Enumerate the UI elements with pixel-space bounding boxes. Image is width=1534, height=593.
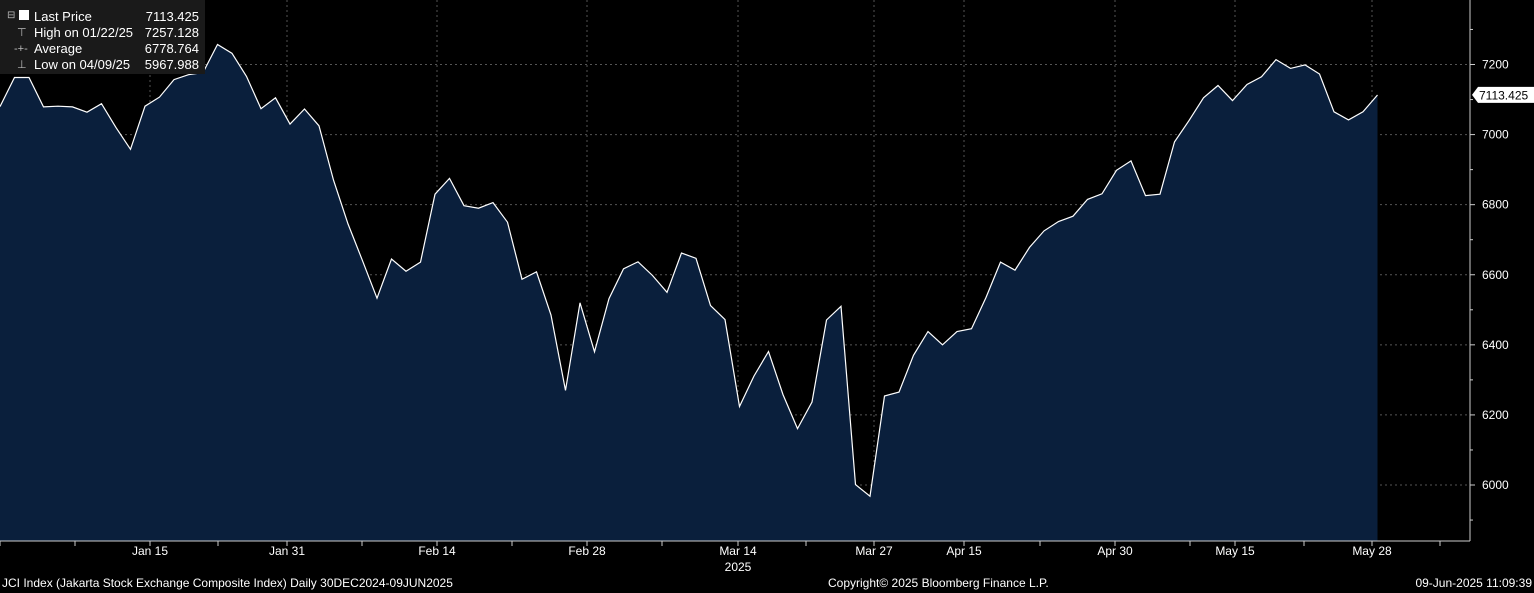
x-tick-label: Feb 14 <box>418 544 456 558</box>
last-price-tag <box>1472 86 1534 103</box>
x-tick-label: May 28 <box>1352 544 1392 558</box>
legend-row-high: High on 01/22/25 7257.128 <box>34 25 202 41</box>
footer-security-description: JCI Index (Jakarta Stock Exchange Compos… <box>2 576 453 590</box>
y-tick-label: 7000 <box>1482 128 1509 142</box>
average-marker-icon: -+- <box>14 43 28 55</box>
y-tick-label: 6600 <box>1482 268 1509 282</box>
high-marker-icon: ⊤ <box>17 27 27 39</box>
price-area <box>0 44 1378 541</box>
legend-last-price-label: Last Price <box>34 9 92 24</box>
axes <box>0 0 1471 542</box>
x-tick-label: Jan 31 <box>269 544 305 558</box>
x-tick-label: Mar 14 <box>719 544 757 558</box>
legend-average-label: Average <box>34 41 83 56</box>
legend-low-label: Low on 04/09/25 <box>34 57 131 72</box>
x-axis-ticks: Jan 15 Jan 31 Feb 14 Feb 28 Mar 14 Mar 27 Apr … <box>0 541 1441 574</box>
footer-copyright: Copyright© 2025 Bloomberg Finance L.P. <box>828 576 1049 590</box>
last-price-tag-group: 7113.425 <box>1472 86 1534 103</box>
legend-last-price-value: 7113.425 <box>145 9 199 24</box>
x-tick-label: Feb 28 <box>568 544 606 558</box>
legend-row-average: Average 6778.764 <box>34 41 202 57</box>
x-tick-label: Apr 15 <box>946 544 982 558</box>
legend-row-low: Low on 04/09/25 5967.988 <box>34 57 202 73</box>
legend-average-value: 6778.764 <box>144 41 199 56</box>
x-tick-label: Mar 27 <box>855 544 893 558</box>
low-marker-icon: ⊥ <box>17 59 27 71</box>
last-price-tag-label: 7113.425 <box>1479 88 1528 102</box>
y-tick-label: 6800 <box>1482 198 1509 212</box>
y-tick-label: 7200 <box>1482 58 1509 72</box>
footer-timestamp: 09-Jun-2025 11:09:39 <box>1415 576 1532 590</box>
x-year-label: 2025 <box>725 560 752 574</box>
x-tick-label: Jan 15 <box>132 544 168 558</box>
y-axis-ticks: 6000 6200 6400 6600 6800 7000 7200 <box>1470 28 1509 521</box>
legend-panel: ⊟ Last Price 7113.425 ⊤ High on 01/22/25… <box>0 0 205 74</box>
legend-high-value: 7257.128 <box>144 25 199 40</box>
collapse-icon[interactable]: ⊟ <box>7 10 16 21</box>
legend-high-label: High on 01/22/25 <box>34 25 134 40</box>
x-tick-label: Apr 30 <box>1097 544 1133 558</box>
y-tick-label: 6200 <box>1482 408 1509 422</box>
y-tick-label: 6400 <box>1482 338 1509 352</box>
legend-low-value: 5967.988 <box>144 57 199 72</box>
x-tick-label: May 15 <box>1215 544 1255 558</box>
legend-row-last-price: Last Price 7113.425 <box>34 9 202 25</box>
y-tick-label: 6000 <box>1482 478 1509 492</box>
price-line <box>0 43 1378 498</box>
last-price-swatch-icon <box>19 10 29 20</box>
